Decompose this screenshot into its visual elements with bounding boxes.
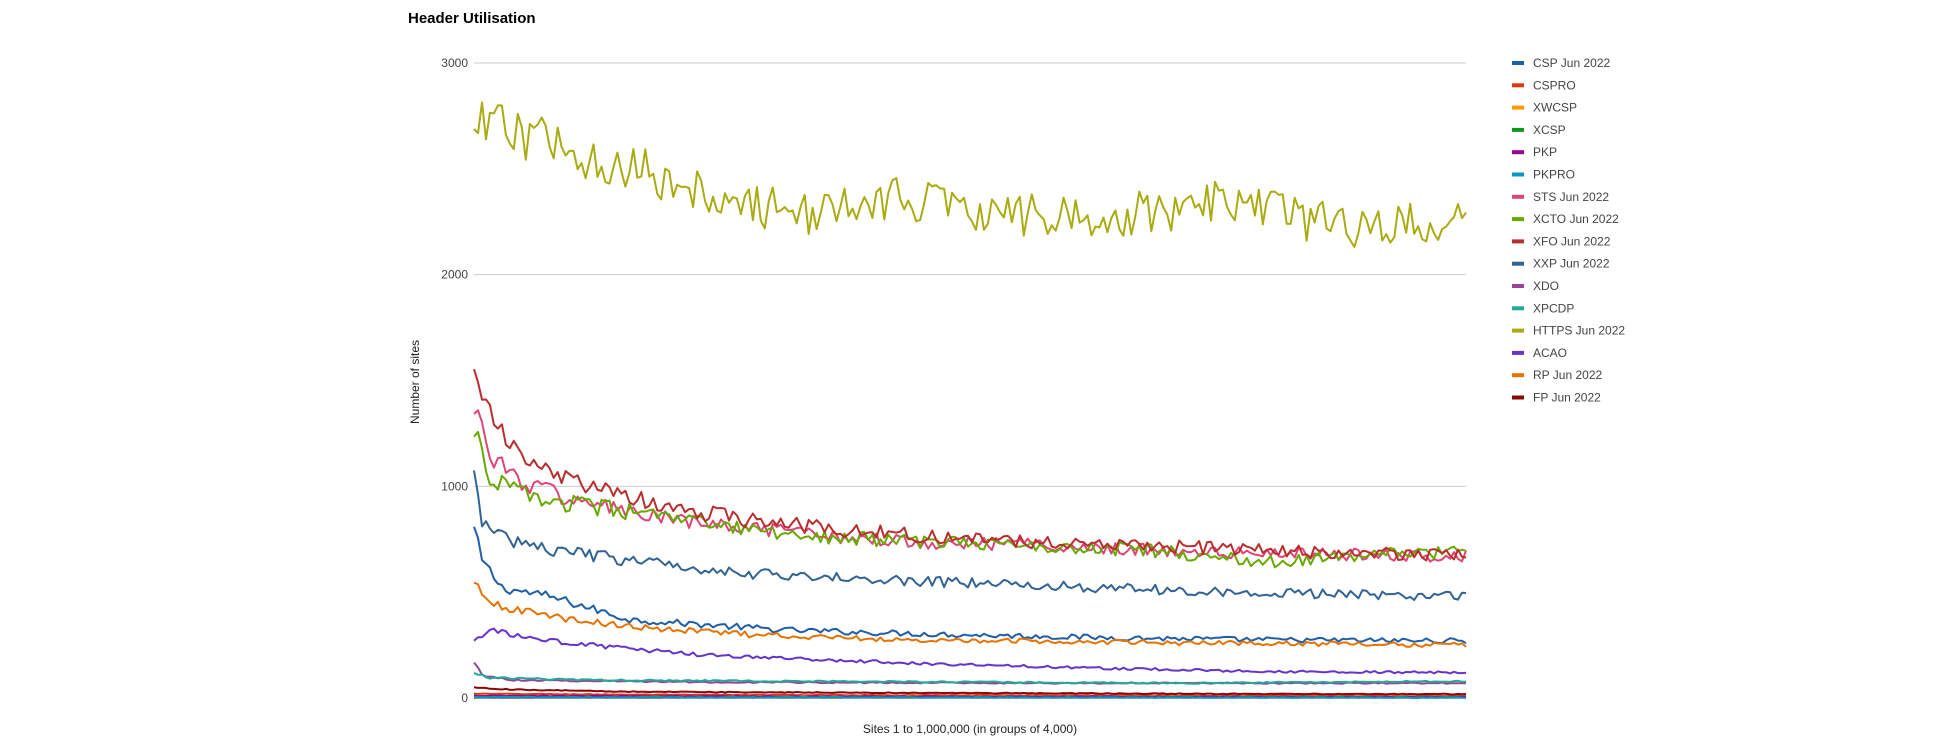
legend-swatch — [1512, 172, 1524, 177]
legend-item[interactable]: XPCDP — [1512, 301, 1574, 315]
legend-label: XFO Jun 2022 — [1533, 234, 1611, 248]
legend-item[interactable]: XXP Jun 2022 — [1512, 257, 1610, 271]
legend-label: XWCSP — [1533, 101, 1577, 115]
series-line-pkpro — [473, 695, 1467, 699]
y-tick-label: 0 — [461, 691, 468, 705]
gridlines — [474, 62, 1466, 699]
legend-item[interactable]: ACAO — [1512, 346, 1567, 360]
legend-swatch — [1512, 306, 1524, 311]
legend-label: PKPRO — [1533, 168, 1575, 182]
legend-swatch — [1512, 328, 1524, 333]
legend-item[interactable]: PKP — [1512, 145, 1557, 159]
y-tick-label: 1000 — [441, 479, 468, 493]
legend-item[interactable]: XCTO Jun 2022 — [1512, 212, 1619, 226]
series-line-rp-jun-2022 — [473, 581, 1467, 648]
legend-label: ACAO — [1533, 346, 1567, 360]
series-line-xfo-jun-2022 — [473, 368, 1467, 562]
legend-item[interactable]: XDO — [1512, 279, 1559, 293]
series-line-fp-jun-2022 — [473, 686, 1467, 696]
legend-item[interactable]: PKPRO — [1512, 168, 1575, 182]
legend-label: HTTPS Jun 2022 — [1533, 324, 1625, 338]
legend-item[interactable]: XFO Jun 2022 — [1512, 234, 1611, 248]
series-line-csp-jun-2022 — [473, 526, 1467, 645]
legend-swatch — [1512, 373, 1524, 378]
legend-item[interactable]: XWCSP — [1512, 101, 1577, 115]
legend-label: STS Jun 2022 — [1533, 190, 1609, 204]
legend-label: RP Jun 2022 — [1533, 368, 1602, 382]
legend: CSP Jun 2022 CSPRO XWCSP XCSP PKP PKPRO STS Ju… — [1512, 56, 1625, 405]
legend-swatch — [1512, 395, 1524, 400]
y-tick-labels: 0 1000 2000 3000 — [441, 56, 468, 705]
legend-swatch — [1512, 350, 1524, 355]
legend-item[interactable]: FP Jun 2022 — [1512, 391, 1601, 405]
legend-item[interactable]: STS Jun 2022 — [1512, 190, 1609, 204]
legend-item[interactable]: RP Jun 2022 — [1512, 368, 1602, 382]
legend-label: FP Jun 2022 — [1533, 391, 1601, 405]
legend-label: XCTO Jun 2022 — [1533, 212, 1619, 226]
legend-label: XCSP — [1533, 123, 1566, 137]
legend-label: XDO — [1533, 279, 1559, 293]
legend-label: CSPRO — [1533, 78, 1576, 92]
legend-swatch — [1512, 127, 1524, 132]
legend-swatch — [1512, 261, 1524, 266]
legend-swatch — [1512, 150, 1524, 155]
series-line-cspro — [473, 692, 1467, 698]
legend-swatch — [1512, 105, 1524, 110]
legend-item[interactable]: CSPRO — [1512, 78, 1576, 92]
legend-swatch — [1512, 194, 1524, 199]
legend-label: PKP — [1533, 145, 1557, 159]
y-tick-label: 3000 — [441, 56, 468, 70]
legend-label: XXP Jun 2022 — [1533, 257, 1610, 271]
legend-item[interactable]: XCSP — [1512, 123, 1566, 137]
x-axis-title: Sites 1 to 1,000,000 (in groups of 4,000… — [863, 722, 1077, 736]
series-line-https-jun-2022 — [473, 101, 1467, 248]
chart-title: Header Utilisation — [408, 10, 536, 27]
series-line-xcto-jun-2022 — [473, 430, 1467, 569]
legend-swatch — [1512, 83, 1524, 88]
legend-item[interactable]: CSP Jun 2022 — [1512, 56, 1610, 70]
legend-swatch — [1512, 217, 1524, 222]
series-line-xpcdp — [473, 671, 1467, 685]
y-axis-title: Number of sites — [408, 340, 422, 424]
legend-label: XPCDP — [1533, 301, 1574, 315]
legend-swatch — [1512, 239, 1524, 244]
legend-item[interactable]: HTTPS Jun 2022 — [1512, 324, 1625, 338]
y-tick-label: 2000 — [441, 268, 468, 282]
legend-swatch — [1512, 284, 1524, 288]
legend-label: CSP Jun 2022 — [1533, 56, 1610, 70]
legend-swatch — [1512, 61, 1524, 65]
series-lines — [473, 101, 1467, 699]
series-line-xxp-jun-2022 — [473, 470, 1467, 601]
series-line-acao — [473, 627, 1467, 675]
